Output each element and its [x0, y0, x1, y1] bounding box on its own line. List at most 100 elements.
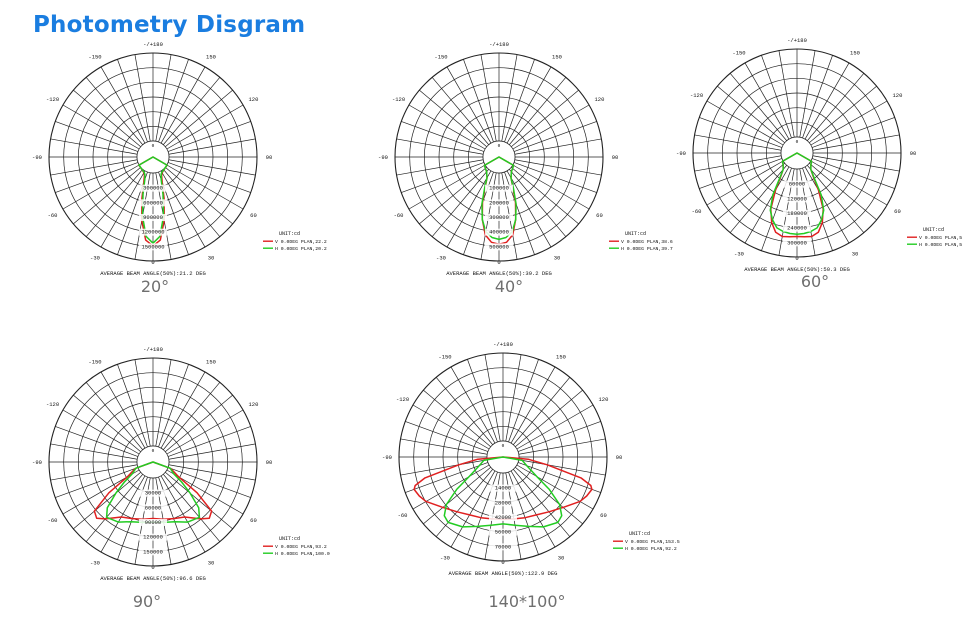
angle-label: 150: [552, 54, 562, 61]
grid-spoke: [513, 162, 597, 193]
grid-spoke: [799, 50, 816, 138]
grid-spoke: [85, 382, 143, 450]
ring-value-label: 300000: [143, 185, 163, 192]
grid-spoke: [463, 59, 494, 143]
grid-spoke: [506, 170, 552, 248]
grid-spoke: [165, 167, 233, 225]
angle-label: 60: [596, 212, 603, 219]
beam-angle-text: AVERAGE BEAM ANGLE(50%):39.2 DEG: [446, 270, 552, 277]
center-zero: 0: [502, 443, 505, 449]
photometry-diagram-20: -/+180 150 120 90 60 30 0 -30 -60 -90 -120 -150 3000…: [20, 40, 327, 280]
ring-value-label: 500000: [489, 243, 509, 250]
grid-spoke: [168, 464, 256, 481]
grid-spoke: [504, 59, 535, 143]
grid-spoke: [396, 138, 484, 155]
grid-spoke: [706, 100, 784, 146]
grid-spoke: [717, 163, 785, 221]
ring-label-bg: [485, 214, 513, 221]
grid-spoke: [55, 162, 139, 193]
angle-label: -120: [46, 96, 59, 103]
grid-spoke: [517, 421, 601, 452]
grid-spoke: [165, 89, 233, 147]
grid-spoke: [158, 59, 189, 143]
angle-label: -60: [48, 517, 58, 524]
angle-label: 60: [600, 512, 607, 519]
beam-caption-140x100: 140*100°: [488, 592, 566, 611]
ring-label-bg: [783, 210, 811, 217]
grid-spoke: [516, 404, 594, 450]
beam-angle-text: AVERAGE BEAM ANGLE(50%):122.9 DEG: [449, 570, 558, 577]
grid-spoke: [744, 166, 790, 244]
grid-spoke: [408, 104, 486, 150]
legend-unit: UNIT:cd: [279, 536, 300, 542]
angle-label: 90: [266, 459, 273, 466]
grid-spoke: [484, 354, 501, 442]
ring-value-label: 60000: [789, 181, 806, 188]
grid-spoke: [450, 366, 496, 444]
grid-spoke: [514, 138, 602, 155]
ring-label-bg: [139, 214, 167, 221]
angle-label: 120: [249, 401, 259, 408]
angle-label: 150: [206, 54, 216, 61]
angle-label: -90: [676, 150, 686, 157]
angle-label: -150: [88, 359, 101, 366]
grid-spoke: [419, 167, 487, 225]
ring-label-bg: [485, 228, 513, 236]
page-title: Photometry Disgram: [33, 12, 306, 38]
legend-entry: H 0.0DEG PLAN,92.2: [625, 546, 677, 552]
grid-spoke: [100, 371, 146, 449]
grid-spoke: [50, 159, 138, 176]
beam-caption-90: 90°: [132, 592, 162, 611]
angle-label: 0: [151, 259, 154, 266]
legend-entry: V 0.0DEG PLAN,22.2: [275, 239, 327, 245]
ring-label-bg: [485, 199, 513, 207]
photometry-diagram-40: -/+180 150 120 90 60 30 0 -30 -60 -90 -120 -150 1000…: [366, 40, 673, 280]
legend-unit: UNIT:cd: [629, 531, 650, 537]
h-plane-curve: [443, 456, 563, 528]
angle-label: 30: [852, 250, 859, 257]
polar-chart-40: -/+180 150 120 90 60 30 0 -30 -60 -90 -120 -150 1000…: [378, 41, 673, 277]
ring-label-bg: [489, 543, 517, 551]
grid-spoke: [811, 158, 895, 189]
center-zero: 0: [152, 448, 155, 454]
beam-angle-text: AVERAGE BEAM ANGLE(50%):96.6 DEG: [100, 575, 206, 582]
grid-spoke: [168, 443, 256, 460]
ring-value-label: 120000: [787, 195, 807, 202]
grid-spoke: [515, 467, 583, 525]
angle-label: -60: [692, 208, 702, 215]
grid-spoke: [117, 59, 148, 143]
grid-spoke: [513, 469, 571, 537]
ring-value-label: 300000: [489, 214, 509, 221]
ring-label-bg: [489, 484, 517, 492]
center-zero: 0: [498, 143, 501, 149]
grid-spoke: [163, 169, 221, 237]
grid-spoke: [446, 66, 492, 144]
grid-spoke: [163, 474, 221, 542]
angle-label: 0: [151, 564, 154, 571]
angle-label: 0: [497, 259, 500, 266]
grid-spoke: [400, 459, 488, 476]
grid-spoke: [729, 73, 787, 141]
grid-spoke: [100, 475, 146, 553]
legend-entry: H 0.0DEG PLAN,100.0: [275, 551, 330, 557]
grid-spoke: [509, 77, 567, 145]
angle-label: -120: [392, 96, 405, 103]
grid-spoke: [50, 138, 138, 155]
grid-spoke: [401, 121, 485, 152]
ring-value-label: 180000: [787, 210, 807, 217]
grid-spoke: [55, 467, 139, 498]
grid-spoke: [509, 169, 567, 237]
grid-spoke: [435, 377, 493, 445]
ring-value-label: 300000: [787, 239, 807, 246]
ring-label-bg: [783, 195, 811, 203]
angle-label: -150: [732, 50, 745, 57]
grid-spoke: [518, 438, 606, 455]
angle-label: -/+180: [787, 37, 807, 44]
grid-spoke: [744, 62, 790, 140]
grid-spoke: [55, 121, 139, 152]
grid-spoke: [423, 389, 491, 447]
angle-label: 30: [208, 254, 215, 261]
beam-caption-20: 20°: [140, 277, 170, 296]
center-zero: 0: [152, 143, 155, 149]
grid-spoke: [160, 371, 206, 449]
